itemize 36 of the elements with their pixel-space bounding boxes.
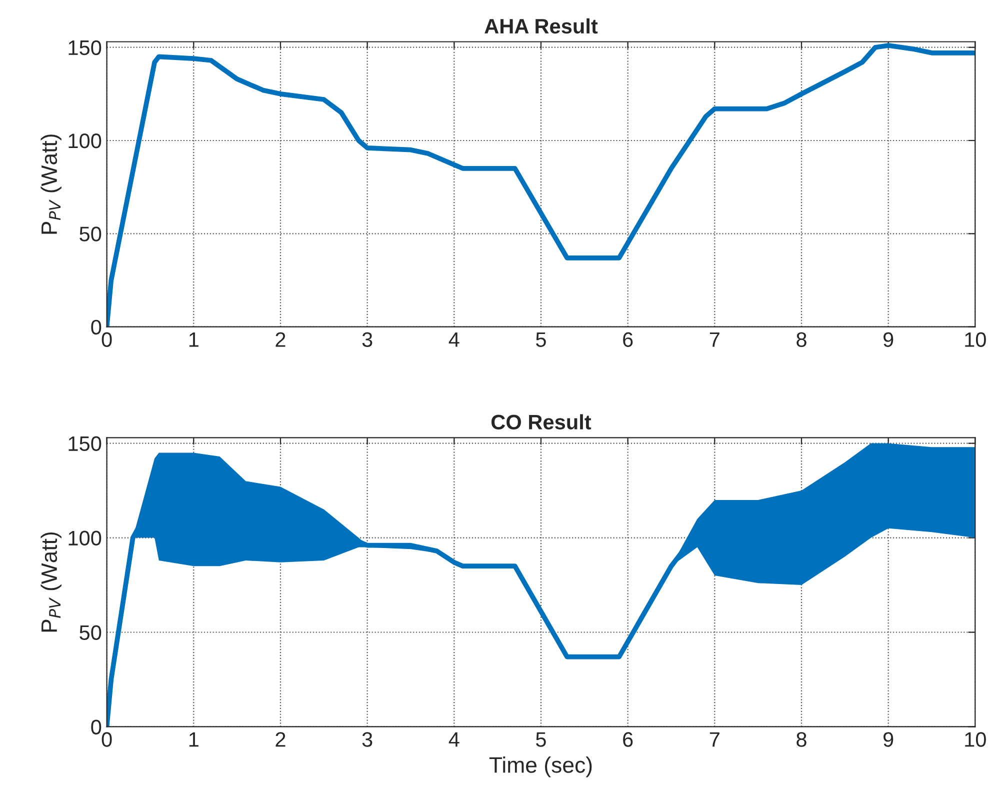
y-tick-label: 50 <box>80 226 102 242</box>
y-tick-label: 100 <box>68 530 102 546</box>
chart-title: AHA Result <box>484 18 598 34</box>
x-tick-label: 1 <box>189 332 198 347</box>
x-tick-label: 4 <box>448 732 460 747</box>
x-tick-label: 5 <box>536 732 546 747</box>
x-tick-label: 8 <box>796 732 806 747</box>
x-tick-label: 8 <box>796 332 806 347</box>
x-tick-label: 7 <box>710 332 720 347</box>
y-tick-label: 0 <box>91 720 102 734</box>
x-tick-label: 4 <box>448 332 460 347</box>
x-tick-label: 0 <box>102 332 112 347</box>
x-tick-label: 3 <box>362 732 372 747</box>
y-axis-title: P$_{PV}$ (Watt) <box>40 532 62 632</box>
y-tick-label: 50 <box>80 625 102 640</box>
x-tick-label: 5 <box>536 332 546 347</box>
chart-title: CO Result <box>491 414 592 430</box>
x-tick-label: 6 <box>623 332 633 347</box>
x-tick-label: 10 <box>965 332 986 347</box>
x-tick-label: 1 <box>189 732 198 747</box>
x-tick-label: 9 <box>884 332 894 347</box>
x-tick-label: 10 <box>965 732 986 747</box>
y-axis-title: P$_{PV}$ (Watt) <box>40 134 62 234</box>
x-tick-label: 0 <box>102 732 112 747</box>
y-tick-label: 100 <box>68 134 102 148</box>
x-tick-label: 3 <box>362 332 372 347</box>
x-tick-label: 6 <box>623 732 633 747</box>
y-tick-label: 150 <box>68 436 102 452</box>
x-tick-label: 9 <box>884 732 894 747</box>
line-series <box>106 43 976 327</box>
x-tick-label: 7 <box>710 732 720 747</box>
y-tick-label: 150 <box>68 40 102 56</box>
x-tick-label: 2 <box>276 332 286 347</box>
x-axis-title: Time (sec) <box>489 756 592 778</box>
y-tick-label: 0 <box>91 320 102 335</box>
x-tick-label: 2 <box>276 732 286 747</box>
